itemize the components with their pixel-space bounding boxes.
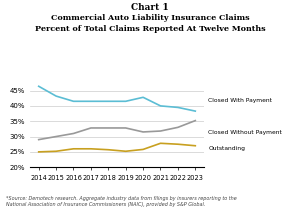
Text: Chart 1: Chart 1 [131,3,169,12]
Text: Commercial Auto Liability Insurance Claims
Percent of Total Claims Reported At T: Commercial Auto Liability Insurance Clai… [35,14,265,33]
Text: Closed With Payment: Closed With Payment [208,98,272,103]
Text: Outstanding: Outstanding [208,146,245,151]
Text: *Source: Demotech research. Aggregate industry data from filings by insurers rep: *Source: Demotech research. Aggregate in… [6,196,237,207]
Text: Closed Without Payment: Closed Without Payment [208,130,282,135]
